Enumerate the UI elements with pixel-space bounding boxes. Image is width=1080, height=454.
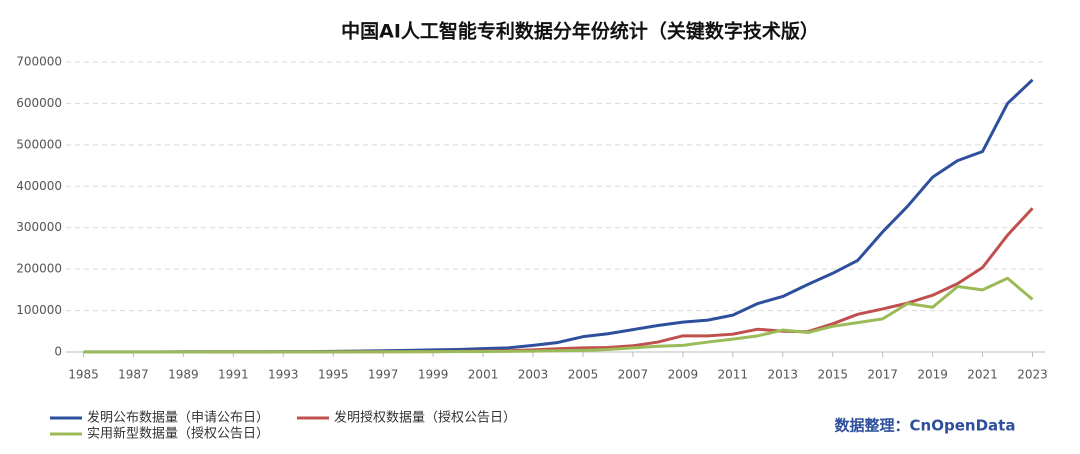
x-tick-label: 2003 — [518, 368, 549, 382]
y-tick-label: 400000 — [16, 179, 62, 193]
y-tick-label: 200000 — [16, 262, 62, 276]
x-tick-label: 1987 — [118, 368, 149, 382]
y-tick-label: 600000 — [16, 96, 62, 110]
x-tick-label: 1997 — [368, 368, 399, 382]
x-tick-label: 2021 — [967, 368, 998, 382]
legend-label: 发明授权数据量（授权公告日） — [334, 410, 516, 426]
x-tick-label: 1985 — [68, 368, 99, 382]
x-tick-label: 1993 — [268, 368, 299, 382]
x-tick-label: 2013 — [767, 368, 798, 382]
series-line — [83, 207, 1034, 354]
series-line — [83, 78, 1034, 354]
x-tick-label: 1995 — [318, 368, 349, 382]
x-tick-label: 1989 — [168, 368, 199, 382]
legend-label: 实用新型数据量（授权公告日） — [87, 426, 269, 442]
x-tick-label: 1991 — [218, 368, 249, 382]
source-note: 数据整理：CnOpenData — [835, 417, 1016, 435]
y-tick-label: 300000 — [16, 220, 62, 234]
y-tick-label: 0 — [54, 345, 62, 359]
x-tick-label: 2017 — [867, 368, 898, 382]
y-tick-label: 500000 — [16, 137, 62, 151]
x-tick-label: 2023 — [1017, 368, 1048, 382]
y-tick-label: 100000 — [16, 303, 62, 317]
x-tick-label: 2011 — [718, 368, 749, 382]
x-tick-label: 2007 — [618, 368, 649, 382]
x-tick-label: 2005 — [568, 368, 599, 382]
x-tick-label: 2001 — [468, 368, 499, 382]
chart-title: 中国AI人工智能专利数据分年份统计（关键数字技术版） — [341, 20, 819, 43]
x-tick-label: 1999 — [418, 368, 449, 382]
y-tick-label: 700000 — [16, 55, 62, 69]
x-tick-label: 2015 — [817, 368, 848, 382]
legend-label: 发明公布数据量（申请公布日） — [87, 410, 269, 426]
series-line — [83, 276, 1034, 354]
x-tick-label: 2019 — [917, 368, 948, 382]
x-tick-label: 2009 — [668, 368, 699, 382]
